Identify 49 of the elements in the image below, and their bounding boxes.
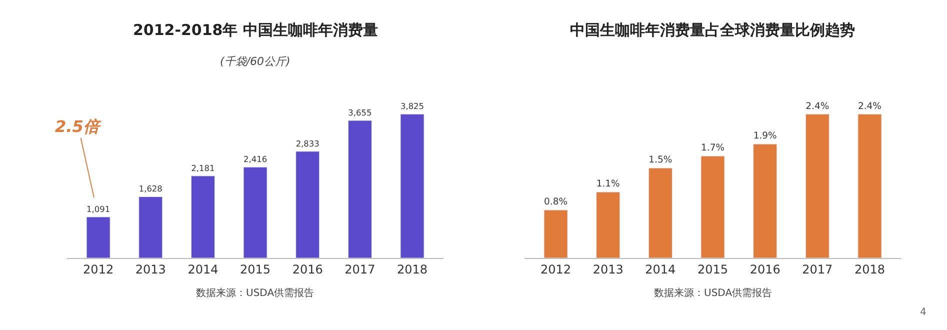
bar bbox=[190, 176, 215, 258]
data-label: 1,628 bbox=[138, 184, 162, 194]
data-label: 2,833 bbox=[296, 138, 320, 148]
data-label: 2.4% bbox=[806, 100, 830, 112]
bar bbox=[648, 168, 672, 258]
x-tick-label: 2016 bbox=[292, 262, 323, 276]
data-label: 2.4% bbox=[858, 100, 882, 112]
bar bbox=[858, 114, 882, 258]
x-tick-label: 2013 bbox=[592, 262, 624, 276]
bar bbox=[596, 192, 620, 258]
data-label: 2,181 bbox=[191, 162, 215, 173]
annotation: 2.5倍 bbox=[55, 117, 102, 136]
chart-title: 2012-2018年 中国生咖啡年消费量 bbox=[133, 21, 378, 39]
data-label: 3,825 bbox=[400, 101, 424, 112]
bar bbox=[86, 216, 110, 258]
bar bbox=[753, 144, 778, 258]
x-tick-label: 2018 bbox=[396, 262, 428, 276]
x-tick-label: 2015 bbox=[240, 262, 271, 276]
data-label: 1.7% bbox=[701, 142, 725, 154]
x-tick-label: 2017 bbox=[802, 262, 833, 276]
source-note: 数据来源：USDA供需报告 bbox=[654, 287, 772, 299]
bar bbox=[348, 120, 372, 258]
x-tick-label: 2013 bbox=[135, 262, 166, 276]
bar bbox=[700, 156, 725, 258]
data-label: 1.5% bbox=[648, 154, 672, 166]
bar bbox=[805, 114, 830, 258]
data-label: 3,655 bbox=[348, 107, 372, 118]
x-tick-label: 2016 bbox=[750, 262, 780, 276]
bar bbox=[138, 196, 163, 258]
source-note: 数据来源：USDA供需报告 bbox=[196, 287, 314, 299]
bar bbox=[400, 114, 424, 258]
x-tick-label: 2014 bbox=[645, 262, 676, 276]
data-label: 1,091 bbox=[86, 204, 110, 214]
x-tick-label: 2014 bbox=[188, 262, 218, 276]
data-label: 1.1% bbox=[596, 178, 620, 190]
chart-title: 中国生咖啡年消费量占全球消费量比例趋势 bbox=[570, 21, 855, 39]
bar bbox=[296, 151, 320, 258]
x-tick-label: 2017 bbox=[344, 262, 376, 276]
data-label: 1.9% bbox=[753, 130, 778, 142]
chart-subtitle: (千袋/60公斤) bbox=[220, 55, 290, 68]
bar bbox=[243, 166, 268, 258]
x-tick-label: 2012 bbox=[540, 262, 572, 276]
x-tick-label: 2018 bbox=[854, 262, 886, 276]
x-tick-label: 2012 bbox=[83, 262, 114, 276]
text: 4 bbox=[920, 307, 926, 318]
data-label: 0.8% bbox=[544, 196, 568, 208]
x-tick-label: 2015 bbox=[697, 262, 728, 276]
data-label: 2,416 bbox=[244, 154, 268, 164]
bar bbox=[544, 210, 568, 258]
